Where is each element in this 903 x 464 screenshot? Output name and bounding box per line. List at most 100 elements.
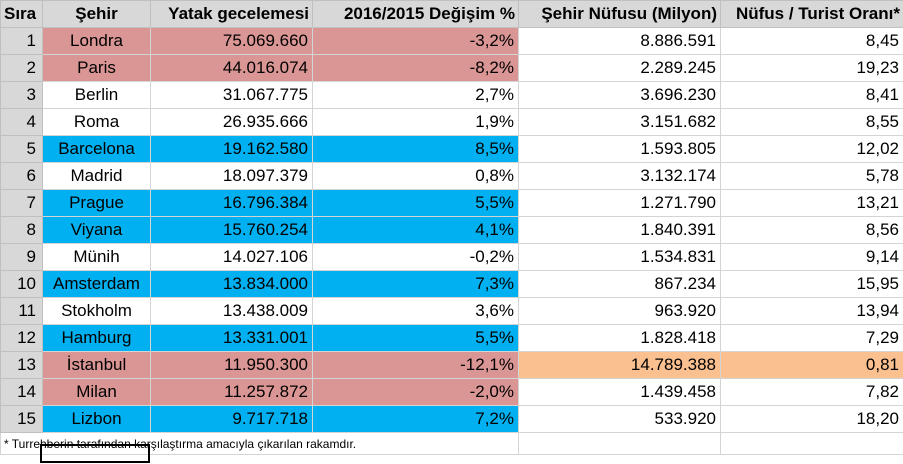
population-cell[interactable]: 1.271.790 [518, 189, 721, 217]
change-cell[interactable]: 7,2% [312, 405, 519, 433]
city-cell[interactable]: Lizbon [42, 405, 151, 433]
change-cell[interactable]: -8,2% [312, 54, 519, 82]
population-cell[interactable]: 1.828.418 [518, 324, 721, 352]
change-cell[interactable]: 8,5% [312, 135, 519, 163]
ratio-cell[interactable]: 13,94 [720, 297, 903, 325]
header-rank[interactable]: Sıra [0, 0, 43, 28]
nights-cell[interactable]: 31.067.775 [150, 81, 313, 109]
city-cell[interactable]: Prague [42, 189, 151, 217]
population-cell[interactable]: 963.920 [518, 297, 721, 325]
change-cell[interactable]: -0,2% [312, 243, 519, 271]
rank-cell[interactable]: 8 [0, 216, 43, 244]
rank-cell[interactable]: 2 [0, 54, 43, 82]
city-cell[interactable]: Hamburg [42, 324, 151, 352]
city-cell[interactable]: Londra [42, 27, 151, 55]
change-cell[interactable]: 5,5% [312, 324, 519, 352]
city-cell[interactable]: Münih [42, 243, 151, 271]
ratio-cell[interactable]: 9,14 [720, 243, 903, 271]
rank-cell[interactable]: 4 [0, 108, 43, 136]
nights-cell[interactable]: 14.027.106 [150, 243, 313, 271]
population-cell[interactable]: 2.289.245 [518, 54, 721, 82]
city-cell[interactable]: Paris [42, 54, 151, 82]
footnote[interactable]: * Turrehberin tarafından karşılaştırma a… [0, 432, 519, 455]
ratio-cell[interactable]: 8,41 [720, 81, 903, 109]
city-cell[interactable]: Stokholm [42, 297, 151, 325]
ratio-cell[interactable]: 12,02 [720, 135, 903, 163]
nights-cell[interactable]: 9.717.718 [150, 405, 313, 433]
change-cell[interactable]: 7,3% [312, 270, 519, 298]
population-cell[interactable]: 1.840.391 [518, 216, 721, 244]
rank-cell[interactable]: 3 [0, 81, 43, 109]
ratio-cell[interactable]: 8,56 [720, 216, 903, 244]
table-row: 7 Prague 16.796.384 5,5% 1.271.790 13,21 [0, 189, 903, 217]
empty-cell[interactable] [720, 432, 903, 455]
population-cell[interactable]: 1.534.831 [518, 243, 721, 271]
nights-cell[interactable]: 13.331.001 [150, 324, 313, 352]
header-ratio[interactable]: Nüfus / Turist Oranı* [720, 0, 903, 28]
city-cell[interactable]: Amsterdam [42, 270, 151, 298]
population-cell[interactable]: 867.234 [518, 270, 721, 298]
city-cell[interactable]: Madrid [42, 162, 151, 190]
change-cell[interactable]: 0,8% [312, 162, 519, 190]
ratio-cell[interactable]: 18,20 [720, 405, 903, 433]
change-cell[interactable]: 4,1% [312, 216, 519, 244]
rank-cell[interactable]: 6 [0, 162, 43, 190]
city-cell[interactable]: Berlin [42, 81, 151, 109]
nights-cell[interactable]: 11.950.300 [150, 351, 313, 379]
nights-cell[interactable]: 15.760.254 [150, 216, 313, 244]
nights-cell[interactable]: 16.796.384 [150, 189, 313, 217]
ratio-cell[interactable]: 7,29 [720, 324, 903, 352]
population-cell[interactable]: 1.439.458 [518, 378, 721, 406]
rank-cell[interactable]: 5 [0, 135, 43, 163]
header-nights[interactable]: Yatak gecelemesi [150, 0, 313, 28]
population-cell[interactable]: 1.593.805 [518, 135, 721, 163]
nights-cell[interactable]: 75.069.660 [150, 27, 313, 55]
rank-cell[interactable]: 15 [0, 405, 43, 433]
ratio-cell[interactable]: 19,23 [720, 54, 903, 82]
change-cell[interactable]: -3,2% [312, 27, 519, 55]
header-population[interactable]: Şehir Nüfusu (Milyon) [518, 0, 721, 28]
city-cell[interactable]: Viyana [42, 216, 151, 244]
city-cell[interactable]: Barcelona [42, 135, 151, 163]
ratio-cell[interactable]: 0,81 [720, 351, 903, 379]
ratio-cell[interactable]: 5,78 [720, 162, 903, 190]
change-cell[interactable]: 5,5% [312, 189, 519, 217]
rank-cell[interactable]: 7 [0, 189, 43, 217]
ratio-cell[interactable]: 8,55 [720, 108, 903, 136]
header-city[interactable]: Şehir [42, 0, 151, 28]
nights-cell[interactable]: 26.935.666 [150, 108, 313, 136]
rank-cell[interactable]: 12 [0, 324, 43, 352]
population-cell[interactable]: 533.920 [518, 405, 721, 433]
city-cell[interactable]: Milan [42, 378, 151, 406]
rank-cell[interactable]: 9 [0, 243, 43, 271]
change-cell[interactable]: 3,6% [312, 297, 519, 325]
rank-cell[interactable]: 13 [0, 351, 43, 379]
nights-cell[interactable]: 11.257.872 [150, 378, 313, 406]
empty-cell[interactable] [518, 432, 721, 455]
ratio-cell[interactable]: 15,95 [720, 270, 903, 298]
population-cell[interactable]: 3.132.174 [518, 162, 721, 190]
change-cell[interactable]: 2,7% [312, 81, 519, 109]
ratio-cell[interactable]: 8,45 [720, 27, 903, 55]
rank-cell[interactable]: 1 [0, 27, 43, 55]
nights-cell[interactable]: 44.016.074 [150, 54, 313, 82]
ratio-cell[interactable]: 7,82 [720, 378, 903, 406]
header-change[interactable]: 2016/2015 Değişim % [312, 0, 519, 28]
population-cell[interactable]: 8.886.591 [518, 27, 721, 55]
population-cell[interactable]: 3.151.682 [518, 108, 721, 136]
population-cell[interactable]: 14.789.388 [518, 351, 721, 379]
city-cell[interactable]: Roma [42, 108, 151, 136]
rank-cell[interactable]: 11 [0, 297, 43, 325]
change-cell[interactable]: -2,0% [312, 378, 519, 406]
change-cell[interactable]: 1,9% [312, 108, 519, 136]
city-cell[interactable]: İstanbul [42, 351, 151, 379]
ratio-cell[interactable]: 13,21 [720, 189, 903, 217]
rank-cell[interactable]: 14 [0, 378, 43, 406]
rank-cell[interactable]: 10 [0, 270, 43, 298]
nights-cell[interactable]: 18.097.379 [150, 162, 313, 190]
population-cell[interactable]: 3.696.230 [518, 81, 721, 109]
change-cell[interactable]: -12,1% [312, 351, 519, 379]
nights-cell[interactable]: 13.834.000 [150, 270, 313, 298]
nights-cell[interactable]: 13.438.009 [150, 297, 313, 325]
nights-cell[interactable]: 19.162.580 [150, 135, 313, 163]
